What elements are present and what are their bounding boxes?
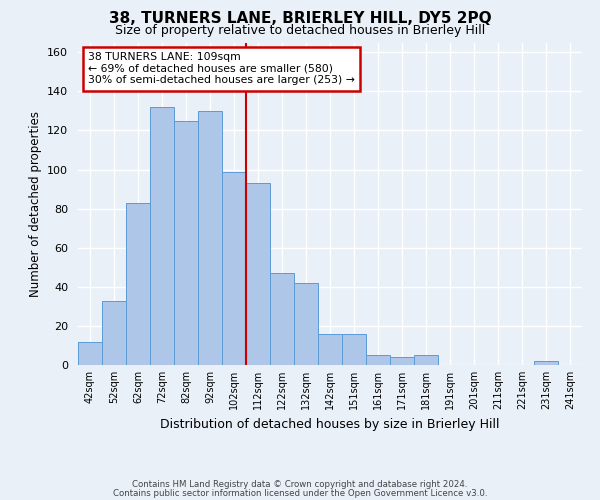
Y-axis label: Number of detached properties: Number of detached properties (29, 111, 41, 296)
X-axis label: Distribution of detached houses by size in Brierley Hill: Distribution of detached houses by size … (160, 418, 500, 430)
Text: 38, TURNERS LANE, BRIERLEY HILL, DY5 2PQ: 38, TURNERS LANE, BRIERLEY HILL, DY5 2PQ (109, 11, 491, 26)
Bar (174, 120, 198, 365)
Bar (246, 183, 270, 365)
Text: Contains public sector information licensed under the Open Government Licence v3: Contains public sector information licen… (113, 489, 487, 498)
Bar (414, 355, 438, 365)
Bar (102, 300, 126, 365)
Bar (534, 361, 558, 365)
Bar (294, 283, 318, 365)
Bar (270, 273, 294, 365)
Text: 38 TURNERS LANE: 109sqm
← 69% of detached houses are smaller (580)
30% of semi-d: 38 TURNERS LANE: 109sqm ← 69% of detache… (88, 52, 355, 86)
Text: Contains HM Land Registry data © Crown copyright and database right 2024.: Contains HM Land Registry data © Crown c… (132, 480, 468, 489)
Bar (318, 334, 342, 365)
Bar (78, 342, 102, 365)
Bar (342, 334, 366, 365)
Bar (222, 172, 246, 365)
Bar (126, 203, 150, 365)
Bar (150, 107, 174, 365)
Bar (198, 111, 222, 365)
Text: Size of property relative to detached houses in Brierley Hill: Size of property relative to detached ho… (115, 24, 485, 37)
Bar (366, 355, 390, 365)
Bar (390, 357, 414, 365)
